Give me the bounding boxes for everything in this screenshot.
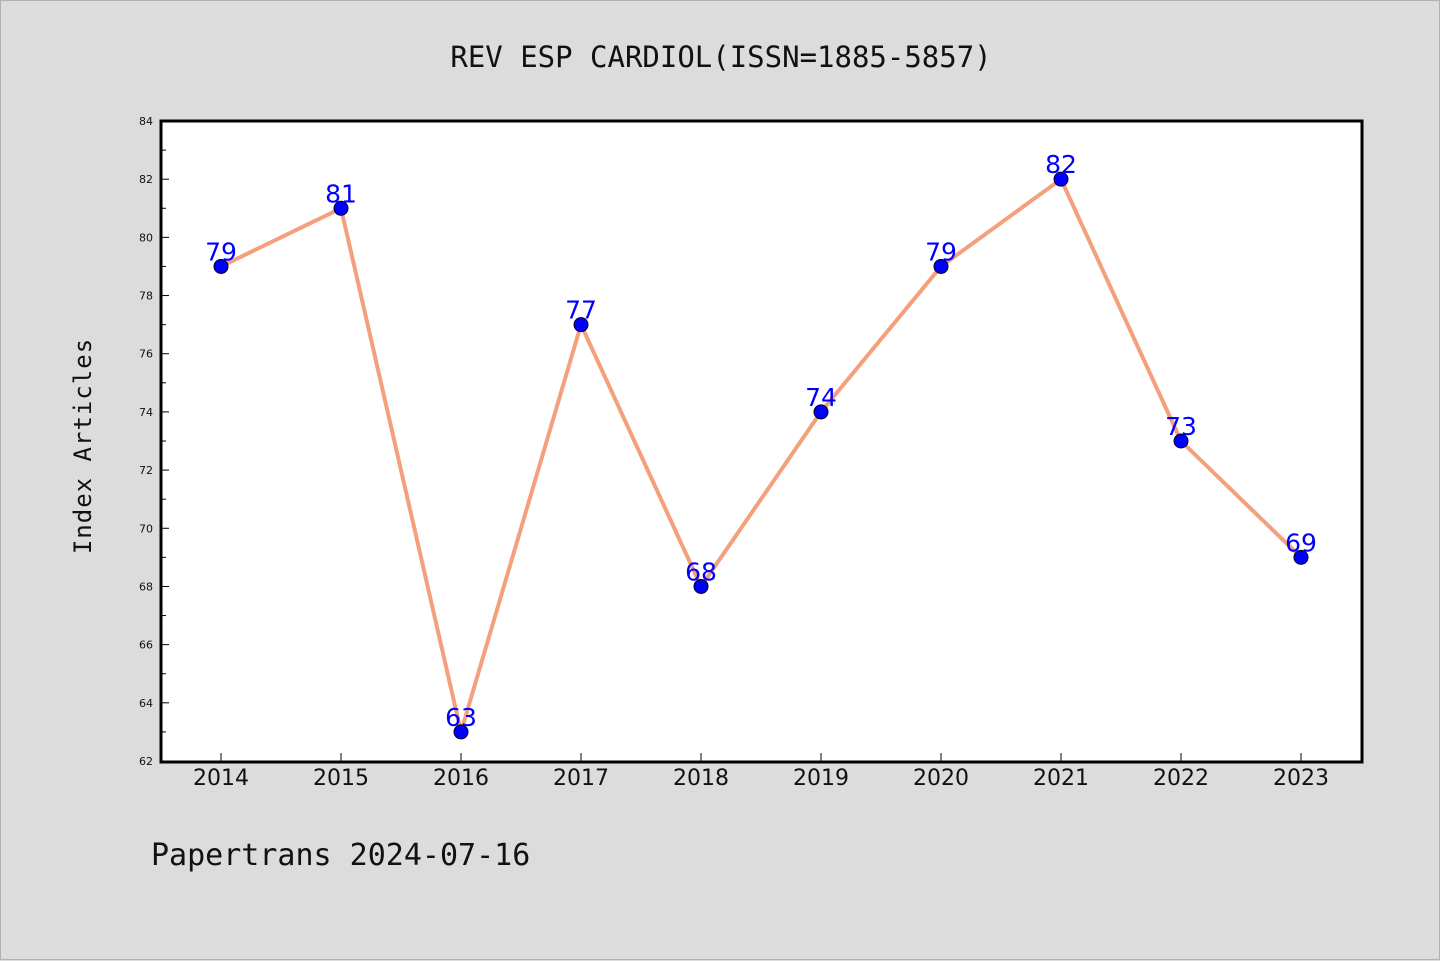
y-tick-label: 68 [139, 580, 153, 593]
data-point [813, 404, 829, 420]
y-tick-label: 74 [139, 406, 153, 419]
x-tick-label: 2022 [1153, 766, 1209, 791]
y-tick-label: 76 [139, 348, 153, 361]
data-point [1173, 433, 1189, 449]
data-label: 68 [685, 557, 717, 586]
data-label: 79 [205, 237, 237, 266]
x-tick-label: 2020 [913, 766, 969, 791]
x-tick-label: 2017 [553, 766, 609, 791]
data-label: 82 [1045, 150, 1077, 179]
data-label: 73 [1165, 412, 1197, 441]
data-label: 77 [565, 296, 597, 325]
data-point [213, 258, 229, 274]
x-tick-label: 2018 [673, 766, 729, 791]
y-tick-label: 72 [139, 464, 153, 477]
data-point [333, 200, 349, 216]
x-tick-label: 2015 [313, 766, 369, 791]
data-label: 79 [925, 237, 957, 266]
y-tick-label: 80 [139, 231, 153, 244]
data-point [1293, 549, 1309, 565]
x-tick-label: 2021 [1033, 766, 1089, 791]
y-axis: 62 64 66 68 70 72 74 76 78 80 82 84 [139, 115, 169, 768]
data-point [933, 258, 949, 274]
x-tick-label: 2023 [1273, 766, 1329, 791]
y-tick-label: 78 [139, 290, 153, 303]
data-label: 81 [325, 179, 357, 208]
y-tick-label: 64 [139, 697, 153, 710]
y-tick-label: 82 [139, 173, 153, 186]
y-tick-label: 66 [139, 639, 153, 652]
data-label: 69 [1285, 528, 1317, 557]
x-tick-label: 2016 [433, 766, 489, 791]
y-axis-label: Index Articles [69, 338, 97, 554]
data-point [573, 317, 589, 333]
data-point [693, 578, 709, 594]
data-label: 74 [805, 383, 837, 412]
y-tick-label: 70 [139, 522, 153, 535]
data-point [1053, 171, 1069, 187]
data-label: 63 [445, 703, 477, 732]
y-tick-label: 62 [139, 755, 153, 768]
x-axis: 2014 2015 2016 2017 2018 2019 2020 2021 2022 2023 [193, 753, 1329, 791]
y-tick-label: 84 [139, 115, 153, 128]
footer-credit: Papertrans 2024-07-16 [151, 838, 530, 873]
series-line [219, 177, 1303, 734]
x-tick-label: 2014 [193, 766, 249, 791]
x-tick-label: 2019 [793, 766, 849, 791]
series-line-group: 79 81 63 77 68 74 79 82 73 69 [205, 150, 1317, 740]
chart-title: REV ESP CARDIOL(ISSN=1885-5857) [450, 40, 991, 74]
plot-area [159, 119, 1364, 764]
data-point [453, 724, 469, 740]
